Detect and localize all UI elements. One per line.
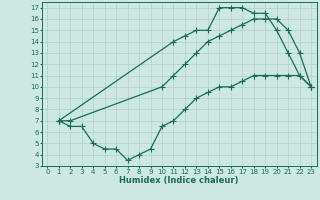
X-axis label: Humidex (Indice chaleur): Humidex (Indice chaleur) xyxy=(119,176,239,185)
